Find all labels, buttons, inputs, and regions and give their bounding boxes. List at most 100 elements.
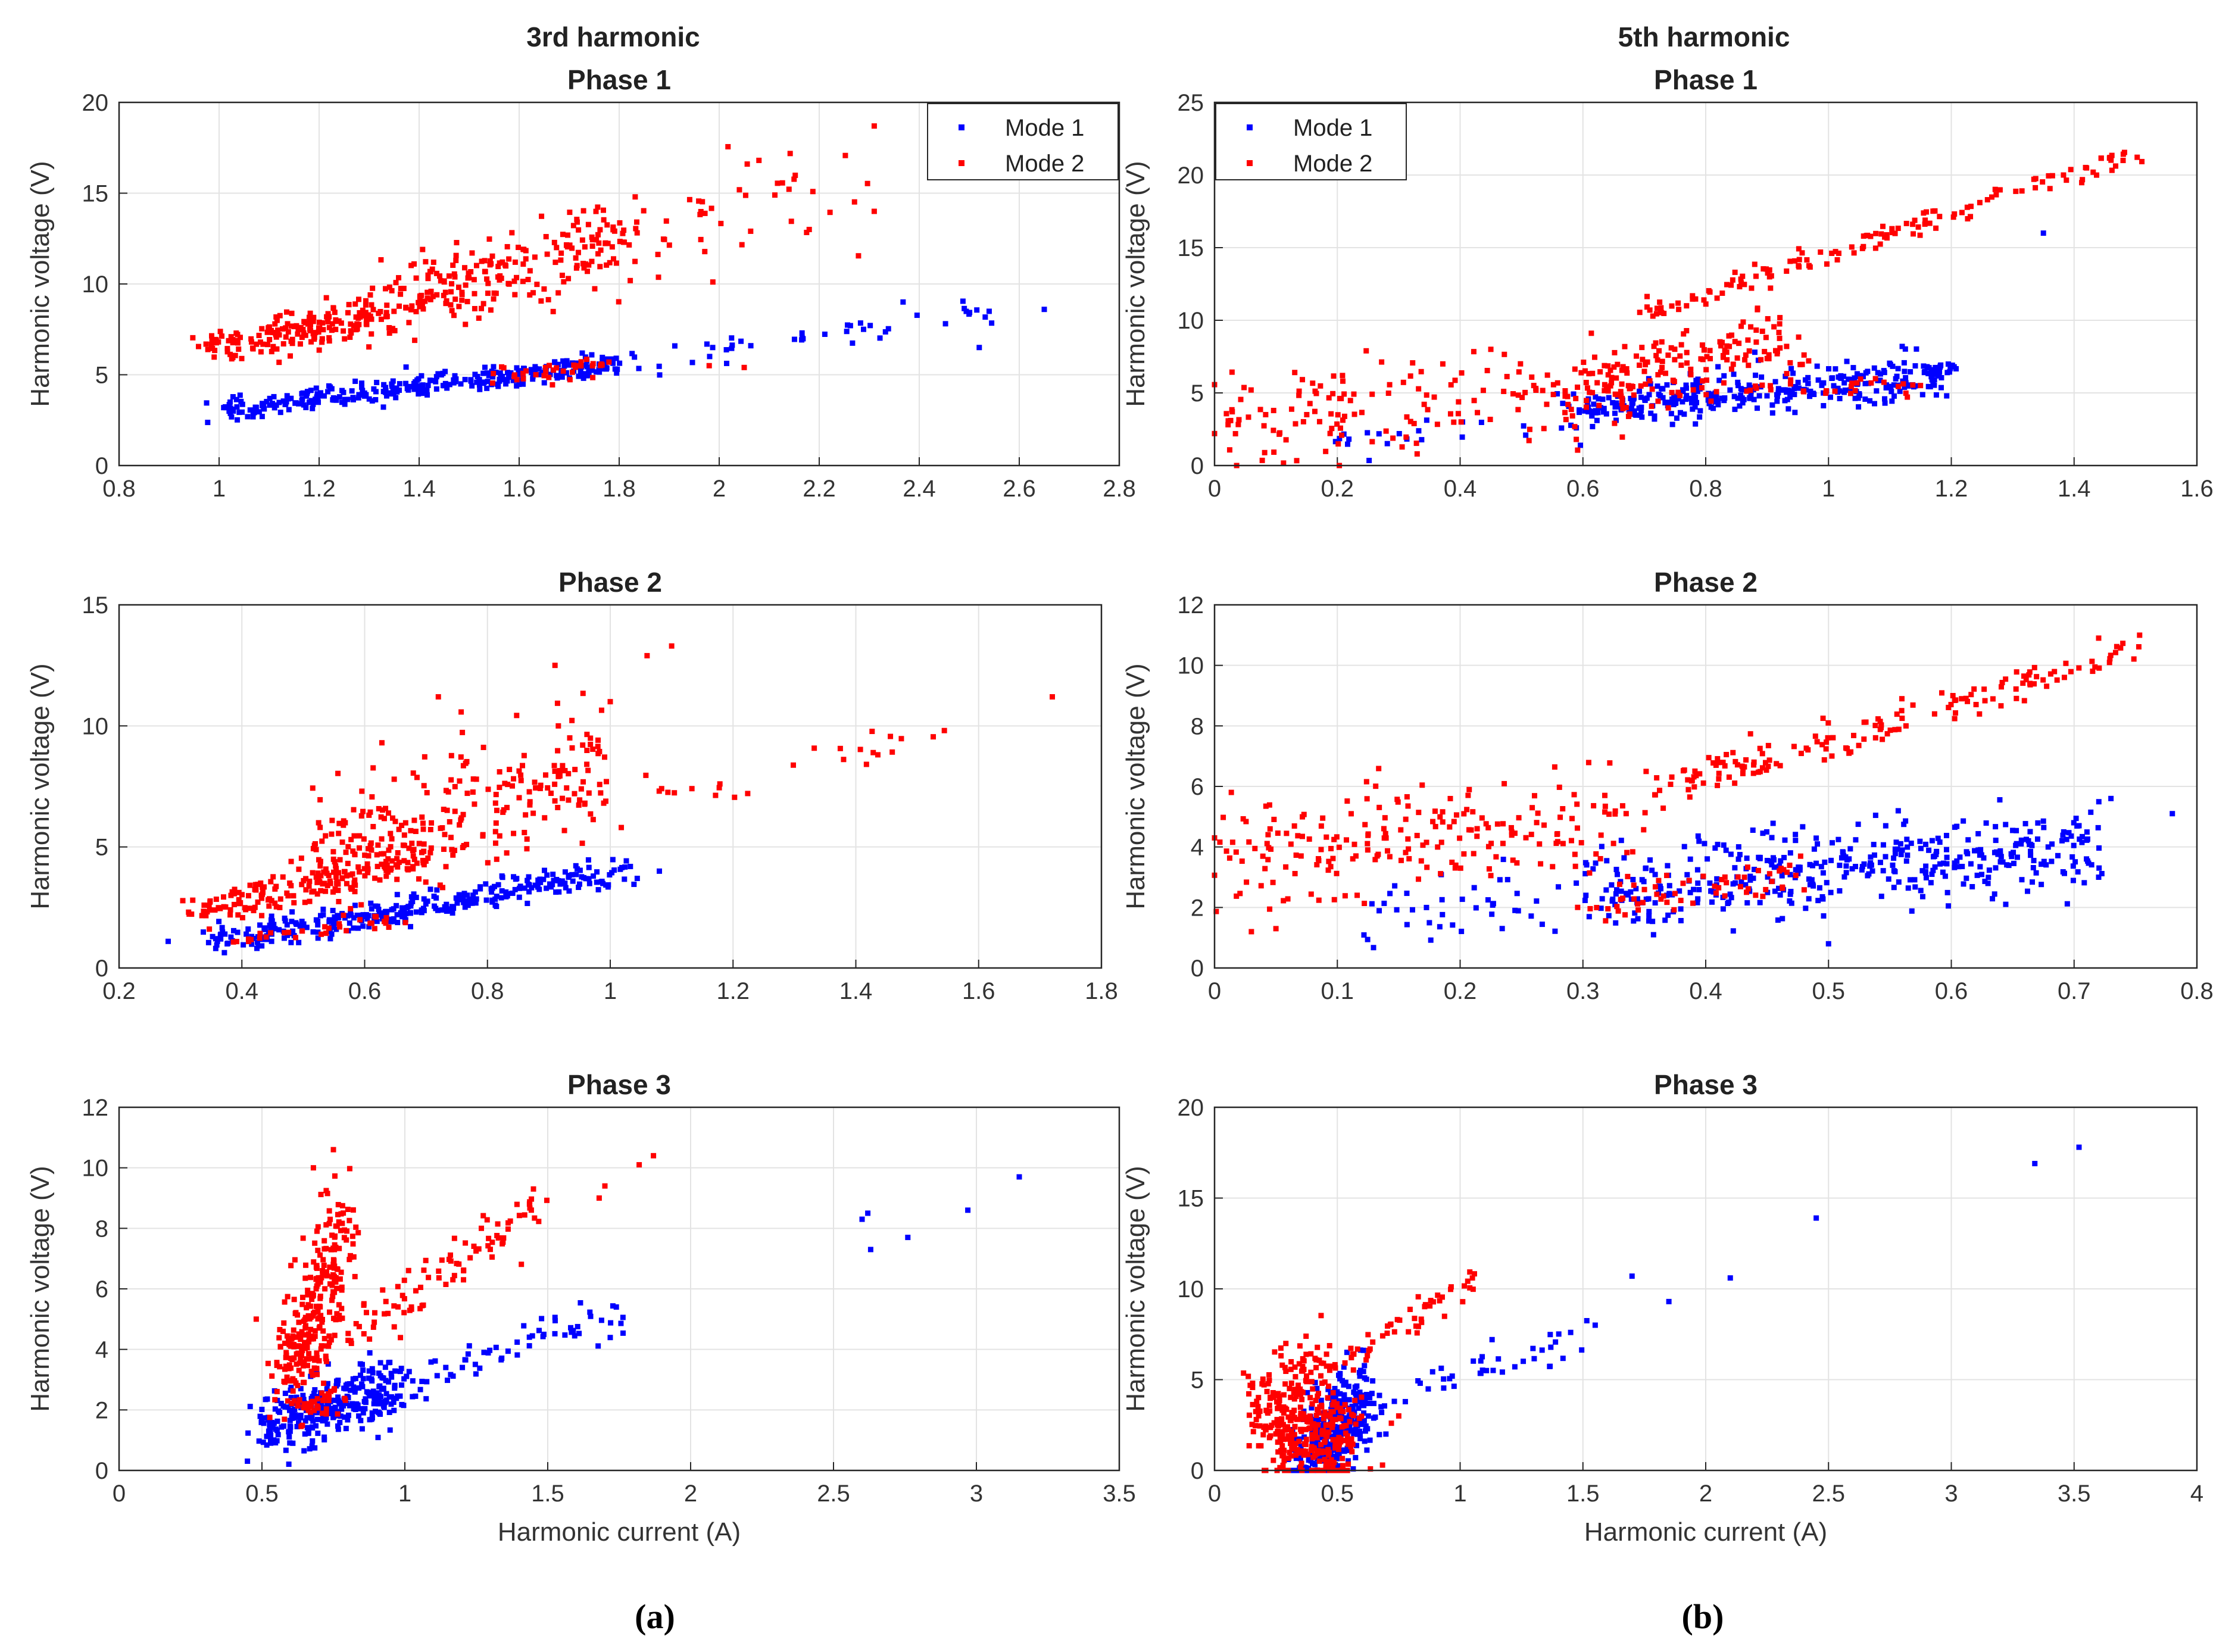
data-point (1777, 892, 1783, 898)
data-point (213, 936, 218, 942)
data-point (1459, 897, 1465, 902)
data-point (361, 1302, 367, 1308)
data-point (1946, 704, 1952, 710)
data-point (382, 389, 388, 395)
data-point (335, 913, 341, 919)
data-point (495, 882, 501, 888)
data-point (1352, 1397, 1358, 1403)
data-point (301, 1332, 307, 1338)
data-point (578, 359, 584, 365)
data-point (347, 1257, 352, 1263)
data-point (1365, 847, 1371, 853)
data-point (221, 894, 227, 900)
data-point (325, 389, 331, 395)
data-point (427, 886, 433, 892)
data-point (1612, 391, 1618, 397)
data-point (634, 876, 640, 882)
data-point (268, 1432, 274, 1438)
data-point (253, 887, 259, 893)
data-point (657, 868, 662, 874)
data-point (1659, 339, 1665, 345)
data-point (1366, 458, 1372, 464)
data-point (352, 378, 358, 384)
data-point (2079, 839, 2085, 845)
data-point (460, 763, 466, 769)
data-point (2081, 880, 2087, 886)
data-point (316, 325, 321, 331)
data-point (450, 852, 456, 858)
data-point (1424, 864, 1430, 870)
data-point (1681, 331, 1687, 337)
data-point (330, 1294, 336, 1300)
data-point (561, 363, 567, 369)
data-point (576, 881, 582, 887)
data-point (1726, 774, 1732, 780)
data-point (439, 907, 445, 913)
data-point (323, 1415, 329, 1421)
data-point (1690, 293, 1696, 299)
data-point (1776, 329, 1782, 335)
data-point (1954, 858, 1960, 864)
data-point (405, 860, 411, 866)
data-point (942, 321, 948, 327)
x-tick-label: 0.7 (2058, 978, 2091, 1004)
data-point (310, 1165, 316, 1171)
data-point (313, 1423, 319, 1429)
data-point (1384, 848, 1390, 854)
data-point (1888, 389, 1894, 395)
data-point (2021, 698, 2027, 704)
data-point (1784, 268, 1790, 274)
data-point (200, 929, 206, 935)
data-point (291, 900, 297, 905)
data-point (590, 817, 596, 823)
data-point (521, 1323, 527, 1329)
data-point (1899, 696, 1905, 702)
data-point (1854, 371, 1860, 377)
data-point (379, 740, 385, 746)
y-tick-label: 5 (1191, 1367, 1204, 1394)
data-point (595, 251, 601, 257)
data-point (1759, 382, 1765, 388)
data-point (1763, 886, 1769, 892)
data-point (1872, 813, 1878, 819)
data-point (509, 230, 515, 236)
data-point (1740, 273, 1746, 279)
data-point (1841, 874, 1847, 880)
data-point (314, 1396, 320, 1402)
data-point (386, 847, 392, 853)
data-point (1724, 357, 1730, 363)
data-point (585, 767, 591, 773)
data-point (239, 409, 245, 415)
data-point (238, 398, 244, 404)
data-point (319, 1390, 325, 1396)
data-point (479, 1225, 485, 1231)
data-point (373, 1395, 379, 1401)
data-point (2039, 861, 2044, 867)
data-point (383, 310, 389, 316)
data-point (2068, 167, 2074, 173)
data-point (859, 1216, 865, 1222)
data-point (366, 396, 372, 402)
data-point (345, 396, 351, 402)
data-point (396, 859, 402, 865)
data-point (448, 908, 454, 914)
data-point (480, 380, 486, 386)
data-point (426, 1275, 432, 1281)
data-point (598, 1317, 604, 1323)
data-point (288, 1356, 294, 1361)
data-point (336, 1401, 342, 1407)
data-point (569, 1329, 575, 1335)
data-point (1509, 829, 1515, 835)
data-point (573, 863, 579, 869)
data-point (289, 1401, 295, 1407)
data-point (1772, 888, 1778, 894)
data-point (1704, 377, 1710, 383)
x-tick-label: 0.2 (102, 978, 136, 1004)
data-point (550, 308, 556, 314)
data-point (2134, 154, 2140, 160)
data-point (1500, 841, 1506, 847)
data-point (1334, 421, 1340, 427)
data-point (748, 228, 754, 234)
data-point (510, 890, 516, 896)
data-point (1737, 403, 1743, 409)
